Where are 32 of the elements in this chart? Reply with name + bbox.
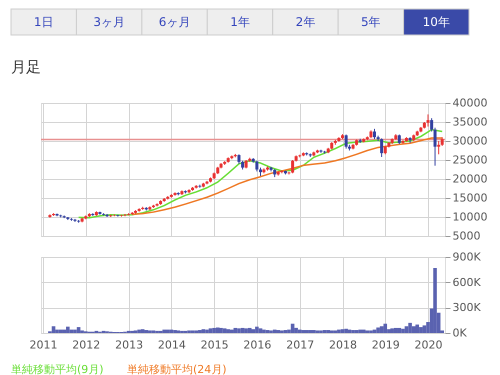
y-tick-label: 600K (452, 276, 482, 289)
text: 1日 (34, 15, 54, 29)
x-tick-label: 2019 (372, 338, 400, 352)
y-tick-label: 40000 (452, 96, 488, 110)
x-tick-label: 2012 (72, 338, 100, 352)
text: 6ヶ月 (158, 15, 190, 29)
chart-title: 月足 (11, 58, 41, 76)
text: 1年 (230, 15, 250, 29)
x-tick-label: 2017 (286, 338, 314, 352)
x-tick-label: 2015 (200, 338, 229, 352)
x-tick-label: 2011 (29, 338, 58, 352)
y-tick-label: 0K (452, 326, 468, 340)
x-tick-label: 2020 (414, 338, 443, 352)
x-tick-label: 2013 (115, 338, 144, 352)
x-tick-label: 2016 (243, 338, 272, 352)
y-tick-label: 35000 (452, 116, 488, 128)
text: 5年 (361, 15, 381, 29)
text: 単純移動平均(24月) (127, 363, 227, 375)
text: 2年 (296, 15, 316, 29)
x-tick-label: 2014 (158, 338, 186, 352)
y-tick-label: 20000 (452, 172, 488, 186)
text: 単純移動平均(9月) (11, 363, 104, 375)
text: 3ヶ月 (93, 15, 125, 29)
y-tick-label: 10000 (452, 210, 488, 224)
y-tick-label: 5000 (452, 230, 480, 242)
text: 10年 (422, 15, 450, 29)
x-tick-label: 2018 (329, 338, 358, 352)
y-tick-label: 25000 (452, 154, 488, 166)
y-tick-label: 900K (452, 250, 482, 264)
y-tick-label: 15000 (452, 192, 488, 204)
y-tick-label: 300K (452, 301, 482, 314)
y-tick-label: 30000 (452, 134, 488, 148)
